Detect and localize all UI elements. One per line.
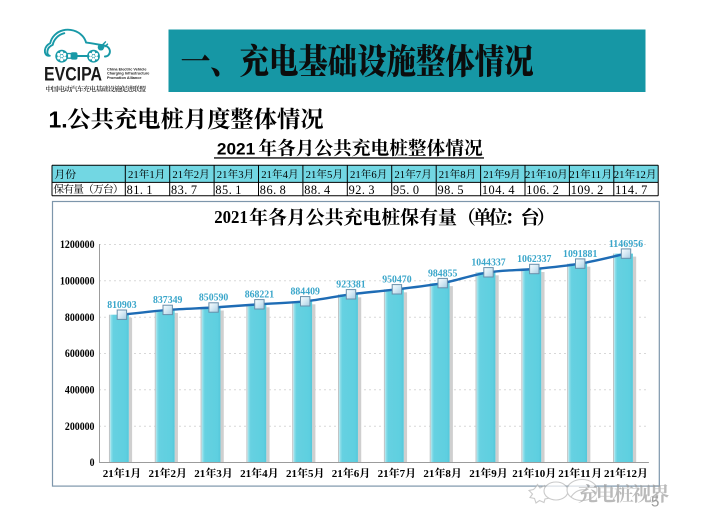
svg-text:21: 21 — [332, 468, 343, 480]
svg-text:21: 21 — [172, 169, 183, 181]
svg-text:7: 7 — [400, 468, 406, 480]
svg-text:1.: 1. — [49, 106, 68, 132]
svg-text:6: 6 — [371, 169, 377, 181]
svg-text:21: 21 — [149, 468, 160, 480]
svg-text:2021: 2021 — [214, 207, 248, 227]
svg-text:21: 21 — [525, 169, 536, 181]
svg-text:21: 21 — [423, 468, 434, 480]
svg-text:21: 21 — [286, 468, 297, 480]
svg-text:5: 5 — [651, 494, 659, 509]
svg-text:21: 21 — [240, 468, 251, 480]
svg-text:21: 21 — [103, 468, 114, 480]
svg-text:21: 21 — [306, 169, 317, 181]
svg-text:850590: 850590 — [199, 293, 228, 304]
svg-text:1: 1 — [125, 468, 131, 480]
svg-text:EVCIPA: EVCIPA — [44, 65, 102, 86]
svg-text:1044337: 1044337 — [471, 258, 505, 269]
svg-text:21: 21 — [604, 468, 615, 480]
svg-text:1: 1 — [149, 169, 154, 181]
svg-text:2: 2 — [194, 169, 199, 181]
svg-text:114. 7: 114. 7 — [615, 183, 648, 197]
svg-text:106. 2: 106. 2 — [526, 183, 559, 197]
svg-text:400000: 400000 — [65, 383, 95, 397]
svg-text:21: 21 — [469, 468, 480, 480]
svg-text:21: 21 — [483, 169, 494, 181]
svg-text:Charging Infrastructure: Charging Infrastructure — [107, 72, 149, 76]
svg-text:200000: 200000 — [65, 419, 95, 433]
svg-text:800000: 800000 — [65, 310, 95, 324]
svg-text:98. 5: 98. 5 — [438, 183, 464, 197]
svg-text:5: 5 — [327, 169, 332, 181]
svg-text:21: 21 — [261, 169, 272, 181]
svg-text:10: 10 — [534, 468, 546, 480]
svg-text:12: 12 — [626, 468, 638, 480]
svg-text:85. 1: 85. 1 — [215, 183, 241, 197]
svg-text:0: 0 — [90, 455, 95, 469]
svg-text:4: 4 — [262, 468, 268, 480]
svg-text:11: 11 — [591, 169, 601, 181]
svg-text:21: 21 — [350, 169, 361, 181]
svg-text:88. 4: 88. 4 — [304, 183, 330, 197]
svg-text:984855: 984855 — [428, 268, 457, 279]
svg-text:7: 7 — [416, 169, 422, 181]
svg-text:9: 9 — [491, 468, 497, 480]
svg-text:923381: 923381 — [336, 280, 365, 291]
svg-text:21: 21 — [194, 468, 205, 480]
svg-text:1200000: 1200000 — [60, 237, 95, 251]
svg-text:884409: 884409 — [291, 287, 320, 298]
svg-text:3: 3 — [238, 169, 243, 181]
svg-text:3: 3 — [216, 468, 222, 480]
svg-text:8: 8 — [445, 468, 451, 480]
svg-text:600000: 600000 — [65, 346, 95, 360]
svg-text:21: 21 — [217, 169, 228, 181]
svg-text:10: 10 — [546, 169, 557, 181]
svg-text:2021: 2021 — [217, 141, 255, 159]
svg-text:1091881: 1091881 — [563, 249, 597, 260]
svg-text:Promotion Alliance: Promotion Alliance — [107, 76, 141, 80]
svg-text:21: 21 — [128, 169, 139, 181]
svg-text:4: 4 — [283, 169, 289, 181]
svg-text:92. 3: 92. 3 — [349, 183, 375, 197]
svg-text:21: 21 — [394, 169, 405, 181]
svg-text:1000000: 1000000 — [60, 274, 95, 288]
svg-text:83. 7: 83. 7 — [171, 183, 197, 197]
svg-text:21: 21 — [378, 468, 389, 480]
svg-text:11: 11 — [580, 468, 590, 480]
svg-text:5: 5 — [308, 468, 314, 480]
svg-text:81. 1: 81. 1 — [127, 183, 153, 197]
svg-text:2: 2 — [171, 468, 177, 480]
svg-text:21: 21 — [569, 169, 580, 181]
svg-text:21: 21 — [614, 169, 625, 181]
svg-text:9: 9 — [505, 169, 510, 181]
svg-text:109. 2: 109. 2 — [571, 183, 604, 197]
svg-text:1062337: 1062337 — [517, 254, 551, 265]
svg-text:8: 8 — [460, 169, 465, 181]
svg-text:810903: 810903 — [107, 300, 136, 311]
svg-text:1146956: 1146956 — [609, 239, 643, 250]
svg-text:104. 4: 104. 4 — [482, 183, 515, 197]
svg-text:837349: 837349 — [153, 295, 182, 306]
svg-text:21: 21 — [558, 468, 569, 480]
svg-text:China Electric Vehicle: China Electric Vehicle — [107, 68, 146, 72]
svg-text:950470: 950470 — [382, 275, 411, 286]
svg-text:95. 0: 95. 0 — [393, 183, 419, 197]
svg-text:21: 21 — [439, 169, 450, 181]
svg-text:6: 6 — [354, 468, 360, 480]
svg-text:12: 12 — [635, 169, 646, 181]
svg-text:86. 8: 86. 8 — [260, 183, 286, 197]
svg-text:21: 21 — [512, 468, 523, 480]
svg-text:868221: 868221 — [245, 290, 274, 301]
